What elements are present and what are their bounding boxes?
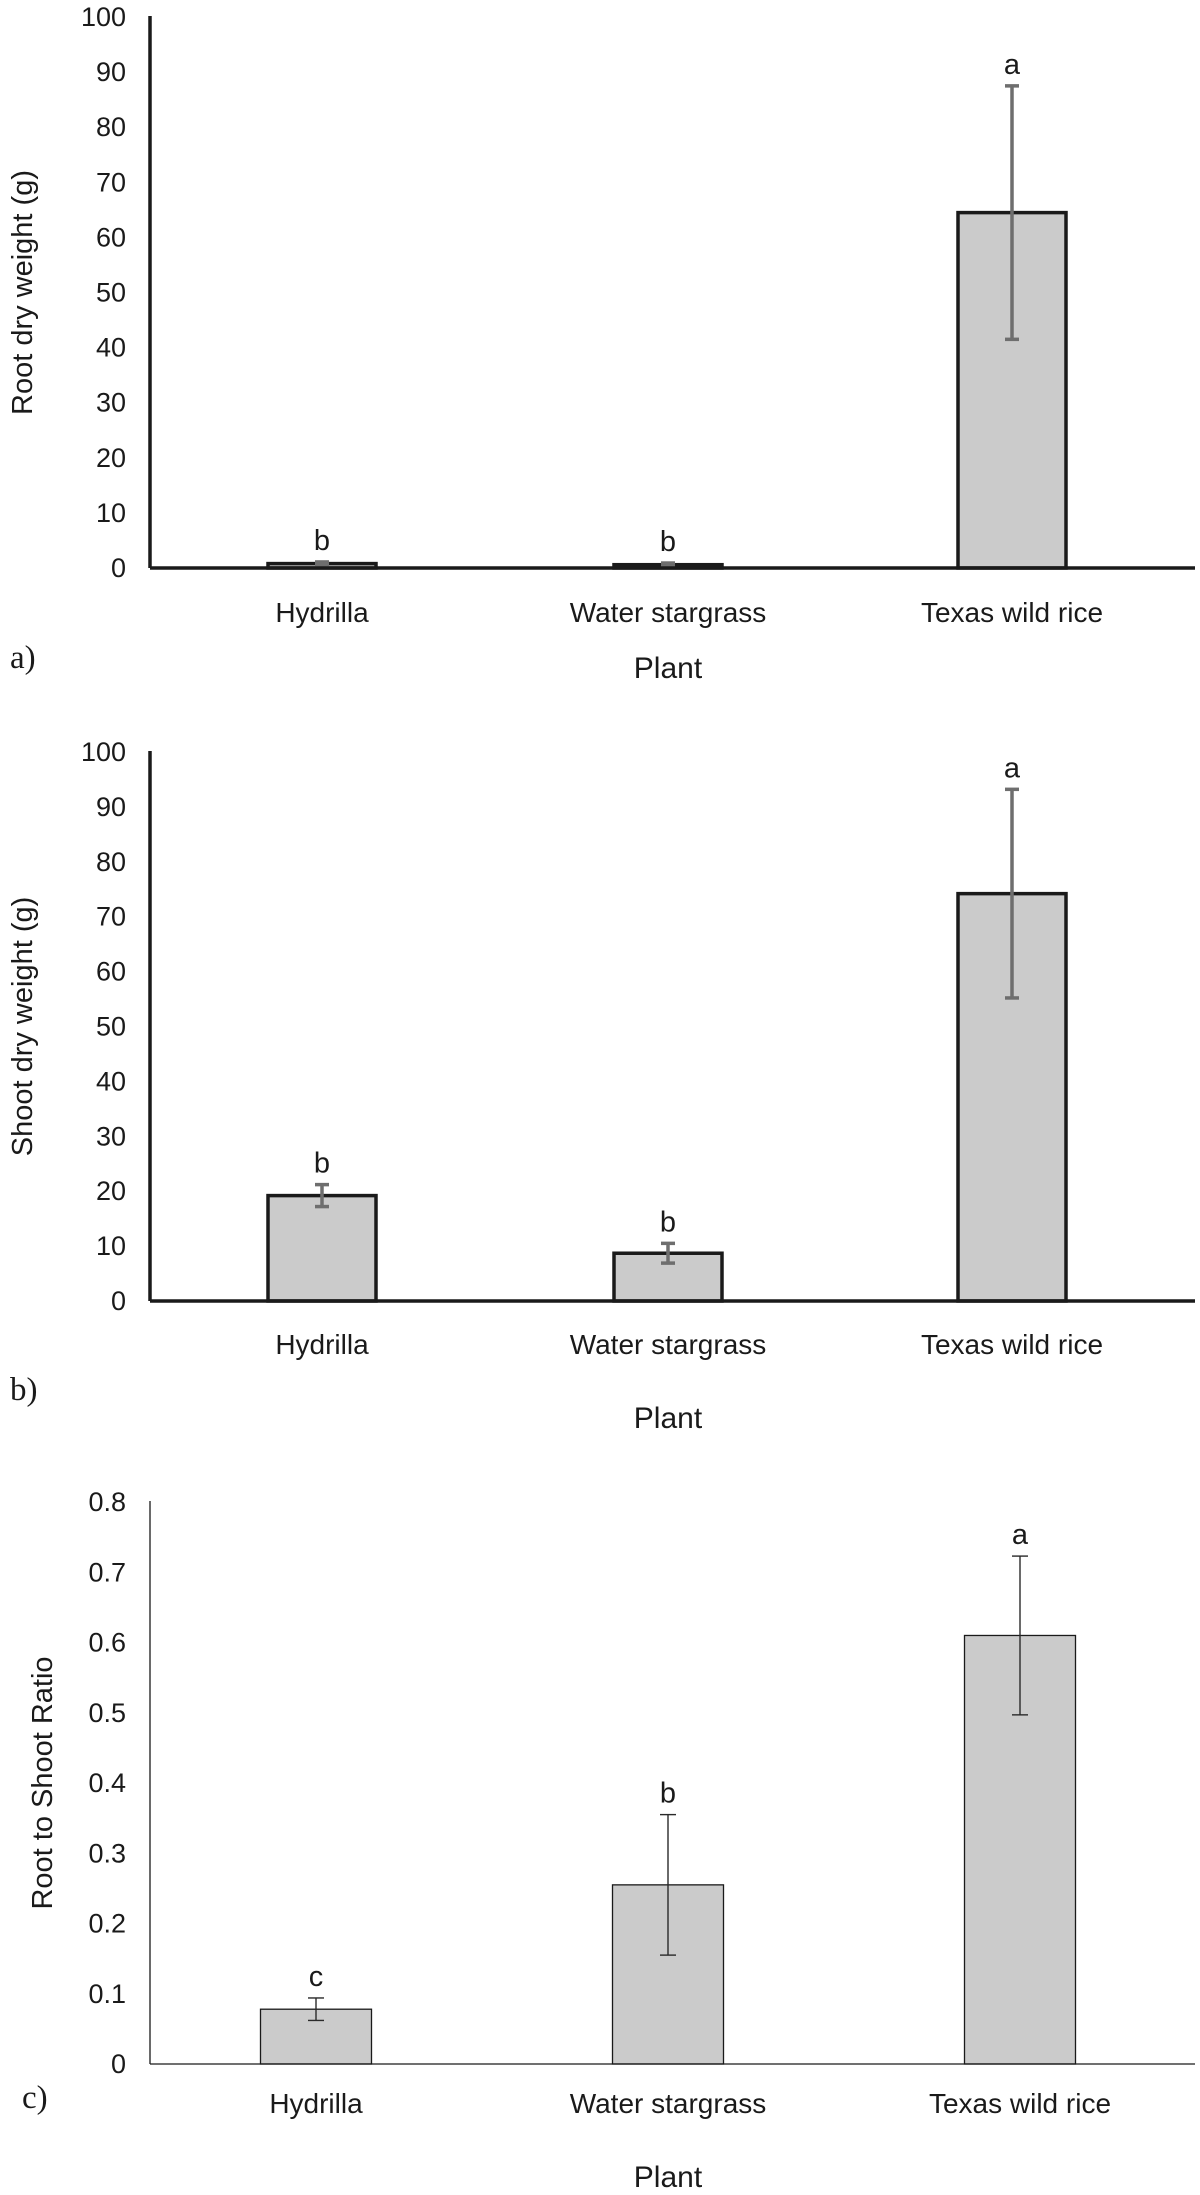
x-category-label: Texas wild rice xyxy=(929,2088,1111,2119)
y-tick-label: 30 xyxy=(96,388,126,418)
y-tick-label: 90 xyxy=(96,57,126,87)
y-tick-label: 10 xyxy=(96,1231,126,1261)
y-tick-label: 0 xyxy=(111,2049,126,2079)
panel-label: c) xyxy=(22,2080,48,2116)
y-tick-label: 40 xyxy=(96,1066,126,1096)
x-axis-title: Plant xyxy=(634,1402,703,1435)
significance-letter: a xyxy=(1012,1519,1029,1551)
y-tick-label: 50 xyxy=(96,278,126,308)
y-tick-label: 80 xyxy=(96,112,126,142)
y-tick-label: 0.6 xyxy=(88,1628,126,1658)
x-axis-title: Plant xyxy=(634,2161,703,2194)
y-tick-label: 0.8 xyxy=(88,1487,126,1517)
y-tick-label: 40 xyxy=(96,333,126,363)
significance-letter: b xyxy=(660,1778,676,1810)
x-category-label: Water stargrass xyxy=(570,2088,767,2119)
y-axis-title: Root dry weight (g) xyxy=(7,170,39,415)
y-tick-label: 100 xyxy=(81,2,126,32)
y-tick-label: 0.2 xyxy=(88,1909,126,1939)
x-axis-title: Plant xyxy=(634,652,703,685)
significance-letter: a xyxy=(1004,752,1021,784)
bar xyxy=(612,1251,724,1303)
x-category-label: Texas wild rice xyxy=(921,1329,1103,1360)
y-tick-label: 70 xyxy=(96,167,126,197)
significance-letter: b xyxy=(660,526,676,558)
y-tick-label: 70 xyxy=(96,902,126,932)
y-tick-label: 60 xyxy=(96,222,126,252)
panel-label: b) xyxy=(10,1372,38,1408)
y-tick-label: 0.3 xyxy=(88,1838,126,1868)
significance-letter: c xyxy=(309,1961,324,1993)
x-category-label: Hydrilla xyxy=(269,2088,363,2119)
x-category-label: Texas wild rice xyxy=(921,597,1103,628)
y-tick-label: 50 xyxy=(96,1012,126,1042)
y-tick-label: 100 xyxy=(81,737,126,767)
significance-letter: b xyxy=(660,1206,676,1238)
bar xyxy=(266,1193,378,1303)
chart-panel-3: 0 0.1 0.2 0.3 0.4 0.5 0.6 0.7 0.8 c Hydrilla b Water… xyxy=(22,1487,1195,2194)
x-category-label: Hydrilla xyxy=(275,597,369,628)
significance-letter: b xyxy=(314,1148,330,1180)
significance-letter: b xyxy=(314,525,330,557)
chart-panel-2: 0 10 20 30 40 50 60 70 80 90 100 b Hydrilla b Water st… xyxy=(7,737,1195,1435)
y-tick-label: 30 xyxy=(96,1121,126,1151)
y-tick-label: 0.4 xyxy=(88,1768,126,1798)
y-tick-label: 20 xyxy=(96,1176,126,1206)
y-axis-title: Root to Shoot Ratio xyxy=(27,1656,59,1909)
y-tick-label: 90 xyxy=(96,792,126,822)
y-tick-label: 0.1 xyxy=(88,1979,126,2009)
y-tick-label: 60 xyxy=(96,957,126,987)
y-tick-label: 0 xyxy=(111,1286,126,1316)
y-axis-title: Shoot dry weight (g) xyxy=(7,897,39,1157)
x-category-label: Hydrilla xyxy=(275,1329,369,1360)
x-category-label: Water stargrass xyxy=(570,597,767,628)
y-tick-label: 0.7 xyxy=(88,1557,126,1587)
significance-letter: a xyxy=(1004,49,1021,81)
y-tick-label: 20 xyxy=(96,443,126,473)
y-tick-label: 0.5 xyxy=(88,1698,126,1728)
y-tick-label: 0 xyxy=(111,553,126,583)
panel-label: a) xyxy=(10,640,36,676)
y-tick-label: 10 xyxy=(96,498,126,528)
x-category-label: Water stargrass xyxy=(570,1329,767,1360)
chart-panel-1: 0 10 20 30 40 50 60 70 80 90 100 b Hydrilla b Water st… xyxy=(7,2,1195,685)
y-tick-label: 80 xyxy=(96,847,126,877)
